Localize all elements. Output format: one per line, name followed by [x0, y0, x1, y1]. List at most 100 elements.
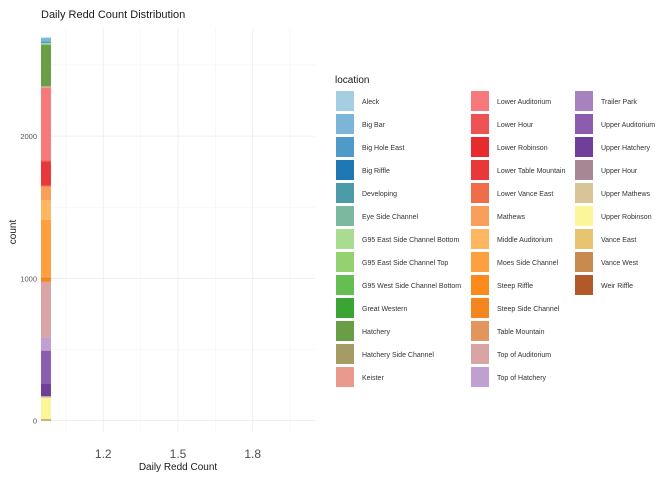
legend-label: Big Bar — [362, 122, 386, 129]
legend-item-big-riffle: Big Riffle — [336, 160, 390, 180]
legend-label: Vance East — [601, 237, 636, 244]
legend-label: Upper Auditorium — [601, 122, 655, 129]
bar-segment-middle-auditorium — [41, 199, 51, 220]
legend-item-middle-auditorium: Middle Auditorium — [471, 229, 553, 249]
legend-swatch — [471, 252, 489, 272]
legend-label: Aleck — [362, 99, 380, 106]
legend: location Aleck Big Bar Big Hole East Big Ri… — [335, 75, 655, 387]
legend-item-mathews: Mathews — [471, 206, 526, 226]
bar-segment-moes-side-channel — [41, 219, 51, 277]
legend-item-g95-west-side-channel-bottom: G95 West Side Channel Bottom — [336, 275, 461, 295]
legend-swatch — [575, 183, 593, 203]
legend-label: Lower Hour — [497, 122, 534, 129]
legend-swatch — [471, 275, 489, 295]
legend-swatch — [336, 137, 354, 157]
legend-label: Big Riffle — [362, 168, 390, 175]
bar-segment-upper-auditorium — [41, 350, 51, 384]
legend-swatch — [336, 206, 354, 226]
legend-item-upper-hatchery: Upper Hatchery — [575, 137, 651, 157]
legend-swatch — [471, 298, 489, 318]
x-axis-title: Daily Redd Count — [139, 462, 218, 473]
legend-label: Steep Riffle — [497, 283, 533, 290]
grid — [41, 28, 315, 432]
legend-label: Big Hole East — [362, 145, 404, 152]
legend-item-big-hole-east: Big Hole East — [336, 137, 404, 157]
legend-title: location — [335, 75, 369, 86]
legend-label: Top of Hatchery — [497, 375, 547, 382]
bar-segment-vance-west — [41, 419, 51, 421]
legend-item-vance-east: Vance East — [575, 229, 636, 249]
legend-label: G95 East Side Channel Top — [362, 260, 448, 267]
legend-label: Mathews — [497, 214, 526, 221]
legend-item-eye-side-channel: Eye Side Channel — [336, 206, 418, 226]
bar-segment-steep-side-channel — [41, 277, 51, 282]
legend-item-lower-auditorium: Lower Auditorium — [471, 91, 551, 111]
legend-entries: Aleck Big Bar Big Hole East Big Riffle Devel… — [336, 91, 655, 387]
bar-segment-big-hole-east — [41, 41, 51, 43]
y-axis-title: count — [8, 220, 19, 245]
legend-swatch — [336, 344, 354, 364]
legend-item-big-bar: Big Bar — [336, 114, 386, 134]
legend-swatch — [471, 206, 489, 226]
legend-item-lower-table-mountain: Lower Table Mountain — [471, 160, 565, 180]
legend-label: Upper Hour — [601, 168, 638, 175]
legend-label: Developing — [362, 191, 397, 198]
legend-item-top-of-hatchery: Top of Hatchery — [471, 367, 547, 387]
legend-swatch — [336, 183, 354, 203]
legend-swatch — [471, 229, 489, 249]
legend-item-g95-east-side-channel-top: G95 East Side Channel Top — [336, 252, 448, 272]
legend-item-g95-east-side-channel-bottom: G95 East Side Channel Bottom — [336, 229, 459, 249]
legend-item-trailer-park: Trailer Park — [575, 91, 637, 111]
y-axis: 0 1000 2000 — [20, 132, 37, 426]
y-tick-label: 0 — [33, 417, 37, 426]
chart-title: Daily Redd Count Distribution — [41, 9, 185, 21]
bar-segment-lower-table-mountain — [41, 161, 51, 186]
legend-item-hatchery-side-channel: Hatchery Side Channel — [336, 344, 434, 364]
legend-item-developing: Developing — [336, 183, 397, 203]
legend-swatch — [336, 321, 354, 341]
legend-swatch — [471, 344, 489, 364]
legend-item-steep-riffle: Steep Riffle — [471, 275, 533, 295]
legend-label: Hatchery Side Channel — [362, 352, 434, 359]
legend-swatch — [471, 114, 489, 134]
legend-label: Keister — [362, 375, 384, 382]
legend-label: Trailer Park — [601, 99, 637, 106]
bar-stack — [41, 37, 51, 421]
legend-label: Lower Table Mountain — [497, 168, 565, 175]
legend-item-steep-side-channel: Steep Side Channel — [471, 298, 560, 318]
bar-segment-upper-robinson — [41, 397, 51, 420]
legend-swatch — [575, 229, 593, 249]
legend-swatch — [471, 367, 489, 387]
bar-segment-big-bar — [41, 37, 51, 42]
legend-item-hatchery: Hatchery — [336, 321, 391, 341]
legend-label: G95 West Side Channel Bottom — [362, 283, 461, 290]
y-tick-label: 2000 — [20, 132, 37, 141]
bar-segment-lower-auditorium — [41, 87, 51, 161]
legend-item-lower-hour: Lower Hour — [471, 114, 534, 134]
legend-item-top-of-auditorium: Top of Auditorium — [471, 344, 551, 364]
legend-swatch — [336, 91, 354, 111]
legend-item-upper-hour: Upper Hour — [575, 160, 638, 180]
legend-item-keister: Keister — [336, 367, 384, 387]
legend-item-lower-robinson: Lower Robinson — [471, 137, 548, 157]
bar-segment-hatchery — [41, 45, 51, 87]
legend-item-upper-robinson: Upper Robinson — [575, 206, 652, 226]
legend-swatch — [336, 252, 354, 272]
legend-label: Steep Side Channel — [497, 306, 560, 313]
legend-swatch — [575, 206, 593, 226]
legend-label: Upper Mathews — [601, 191, 651, 198]
legend-item-table-mountain: Table Mountain — [471, 321, 545, 341]
legend-swatch — [575, 160, 593, 180]
legend-item-weir-riffle: Weir Riffle — [575, 275, 633, 295]
bar-segment-lower-vance-east — [41, 185, 51, 187]
legend-swatch — [575, 252, 593, 272]
legend-swatch — [471, 183, 489, 203]
legend-swatch — [575, 137, 593, 157]
legend-swatch — [575, 91, 593, 111]
bar-segment-keister — [41, 86, 51, 88]
legend-swatch — [471, 137, 489, 157]
legend-label: Lower Robinson — [497, 145, 548, 152]
legend-swatch — [471, 321, 489, 341]
legend-item-upper-auditorium: Upper Auditorium — [575, 114, 655, 134]
